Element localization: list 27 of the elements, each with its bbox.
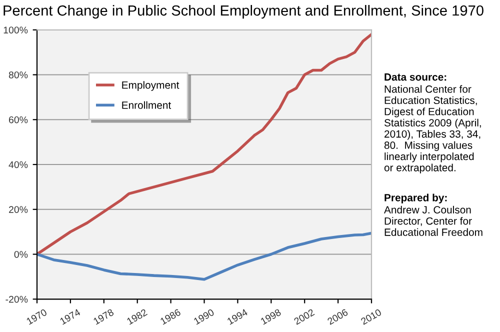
x-tick-label: 2010	[360, 308, 382, 325]
text: National Center for Education Statistics, Digest of Education Statistics 2009 (April, 2010), Tables 33, 34, 80. Missing values linearly interpolated or extrapolated.	[384, 85, 481, 174]
x-tick-label: 1990	[193, 308, 215, 325]
x-tick-label: 1994	[226, 308, 248, 325]
y-tick-label: 60%	[9, 116, 28, 124]
y-tick-label: 100%	[4, 26, 28, 34]
x-tick-label: 2002	[294, 308, 315, 325]
x-tick-label: 1970	[26, 308, 48, 325]
x-tick-label: 1978	[93, 308, 114, 325]
legend-label: Enrollment	[122, 101, 172, 109]
source-note: Data source:	[384, 73, 446, 81]
x-tick-label: 1982	[126, 308, 148, 325]
y-tick-label: -20%	[6, 296, 28, 303]
y-tick-label: 40%	[8, 161, 28, 168]
text: Prepared by:	[384, 194, 447, 204]
line-series	[37, 232, 372, 281]
x-tick-label: 1974	[60, 308, 81, 325]
legend-label: Employment	[122, 81, 180, 91]
x-tick-label: 1998	[260, 308, 282, 325]
chart-title: Percent Change in Public School Employment and Enrollment, Since 1970	[4, 4, 484, 19]
line-series	[37, 32, 372, 256]
x-tick-label: 2006	[326, 308, 348, 325]
x-tick-label: 1986	[160, 308, 182, 325]
y-tick-label: 80%	[8, 71, 28, 78]
y-tick-label: 0%	[14, 250, 28, 258]
y-tick-label: 20%	[9, 206, 28, 213]
text: Andrew J. Coulson Director, Center for Educational Freedom	[384, 206, 482, 236]
